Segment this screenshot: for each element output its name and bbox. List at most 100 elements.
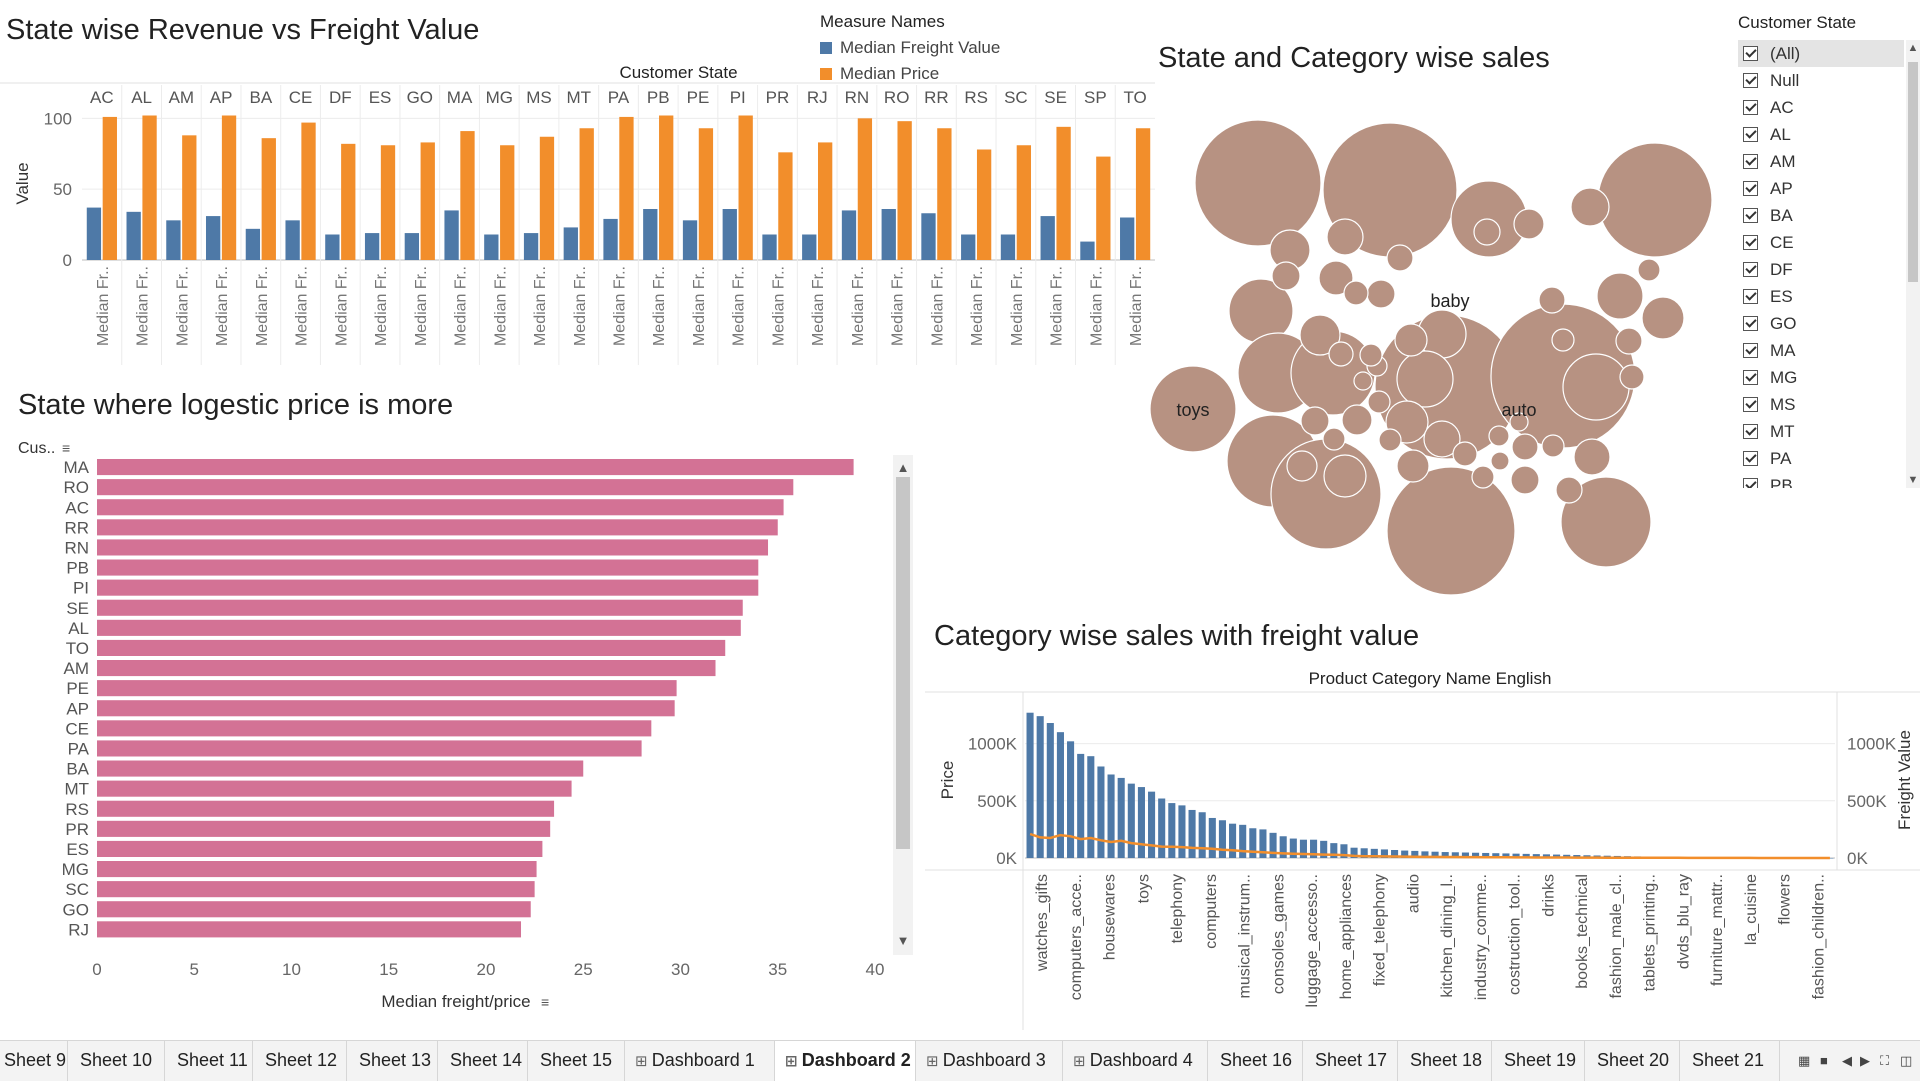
tab-sheet-17[interactable]: Sheet 17 bbox=[1303, 1041, 1398, 1081]
bar-RN-freight[interactable] bbox=[841, 210, 857, 260]
checkbox-checked-icon[interactable] bbox=[1743, 397, 1758, 412]
bar-AP-freight[interactable] bbox=[205, 216, 221, 260]
bar-RR-freight[interactable] bbox=[921, 213, 936, 260]
bar-SE[interactable] bbox=[97, 599, 743, 616]
freight-value-line[interactable] bbox=[1029, 832, 1830, 860]
bar-CE-price[interactable] bbox=[301, 122, 316, 260]
category-price-bar[interactable] bbox=[1350, 847, 1358, 858]
category-bubble[interactable] bbox=[1641, 296, 1685, 340]
category-bubble[interactable] bbox=[1359, 343, 1383, 367]
bar-MS-freight[interactable] bbox=[523, 233, 539, 260]
bar-PA-price[interactable] bbox=[619, 116, 634, 260]
filter-item-all[interactable]: (All) bbox=[1738, 40, 1904, 67]
tab-sheet-15[interactable]: Sheet 15 bbox=[528, 1041, 625, 1081]
bar-MT[interactable] bbox=[97, 780, 572, 797]
category-price-bar[interactable] bbox=[1421, 851, 1429, 858]
bar-PI[interactable] bbox=[97, 579, 759, 596]
scroll-left-icon[interactable]: ◀ bbox=[1842, 1053, 1852, 1068]
checkbox-checked-icon[interactable] bbox=[1743, 208, 1758, 223]
filter-item-al[interactable]: AL bbox=[1738, 121, 1904, 148]
tab-dashboard-1[interactable]: ⊞ Dashboard 1 bbox=[625, 1041, 775, 1081]
category-price-bar[interactable] bbox=[1178, 805, 1186, 858]
bar-MT-price[interactable] bbox=[579, 128, 594, 260]
grid-view-icon[interactable]: ▦ bbox=[1798, 1053, 1811, 1068]
category-price-bar[interactable] bbox=[1330, 843, 1338, 858]
category-price-bar[interactable] bbox=[1411, 850, 1419, 858]
category-price-bar[interactable] bbox=[1117, 777, 1125, 858]
category-price-bar[interactable] bbox=[1310, 839, 1318, 858]
tab-sheet-9[interactable]: Sheet 9 bbox=[0, 1041, 68, 1081]
logistic-scroll-up-icon[interactable]: ▲ bbox=[897, 460, 910, 475]
category-price-bar[interactable] bbox=[1127, 783, 1135, 858]
sort-x-icon[interactable]: ≡ bbox=[541, 994, 549, 1010]
checkbox-checked-icon[interactable] bbox=[1743, 343, 1758, 358]
category-price-bar[interactable] bbox=[1542, 854, 1550, 858]
category-price-bar[interactable] bbox=[1198, 812, 1206, 858]
bar-AP-price[interactable] bbox=[221, 115, 237, 261]
bar-PE[interactable] bbox=[97, 680, 677, 697]
bar-AM[interactable] bbox=[97, 660, 716, 677]
category-price-bar[interactable] bbox=[1492, 853, 1500, 858]
category-bubble[interactable] bbox=[1570, 187, 1610, 227]
category-price-bar[interactable] bbox=[1229, 823, 1237, 858]
category-bubble[interactable] bbox=[1386, 244, 1414, 272]
category-bubble[interactable] bbox=[1573, 438, 1611, 476]
bar-PA[interactable] bbox=[97, 740, 642, 757]
bar-PI-freight[interactable] bbox=[722, 209, 737, 260]
bar-AP[interactable] bbox=[97, 700, 675, 717]
bar-MS-price[interactable] bbox=[539, 136, 555, 260]
bar-AM-price[interactable] bbox=[182, 135, 197, 260]
filter-item-ap[interactable]: AP bbox=[1738, 175, 1904, 202]
category-price-bar[interactable] bbox=[1299, 839, 1307, 858]
category-price-bar[interactable] bbox=[1026, 712, 1034, 858]
category-price-bar[interactable] bbox=[1097, 766, 1105, 858]
logistic-scroll-down-icon[interactable]: ▼ bbox=[897, 933, 910, 948]
tab-sheet-21[interactable]: Sheet 21 bbox=[1680, 1041, 1780, 1081]
category-bubble[interactable] bbox=[1510, 465, 1540, 495]
filter-item-mt[interactable]: MT bbox=[1738, 418, 1904, 445]
checkbox-checked-icon[interactable] bbox=[1743, 451, 1758, 466]
category-price-bar[interactable] bbox=[1259, 829, 1267, 858]
checkbox-checked-icon[interactable] bbox=[1743, 46, 1758, 61]
bar-RO[interactable] bbox=[97, 479, 794, 496]
checkbox-checked-icon[interactable] bbox=[1743, 235, 1758, 250]
filter-item-pa[interactable]: PA bbox=[1738, 445, 1904, 472]
bar-AM-freight[interactable] bbox=[166, 220, 181, 260]
category-bubble[interactable] bbox=[1560, 476, 1652, 568]
filter-item-es[interactable]: ES bbox=[1738, 283, 1904, 310]
category-bubble[interactable] bbox=[1378, 428, 1402, 452]
category-price-bar[interactable] bbox=[1056, 732, 1064, 858]
filter-item-ma[interactable]: MA bbox=[1738, 337, 1904, 364]
bar-RN[interactable] bbox=[97, 539, 769, 556]
category-price-bar[interactable] bbox=[1502, 853, 1510, 858]
category-price-bar[interactable] bbox=[1067, 741, 1075, 858]
bar-PR[interactable] bbox=[97, 820, 551, 837]
category-bubble[interactable] bbox=[1322, 427, 1346, 451]
bar-SC-freight[interactable] bbox=[1000, 234, 1016, 261]
category-bubble[interactable] bbox=[1300, 406, 1330, 436]
checkbox-checked-icon[interactable] bbox=[1743, 262, 1758, 277]
category-bubble[interactable] bbox=[1488, 425, 1510, 447]
category-bubble[interactable] bbox=[1423, 420, 1461, 458]
category-bubble[interactable] bbox=[1366, 279, 1396, 309]
bar-ES-freight[interactable] bbox=[364, 233, 380, 260]
category-price-bar[interactable] bbox=[1461, 852, 1469, 858]
bar-BA-freight[interactable] bbox=[245, 228, 261, 260]
category-bubble[interactable] bbox=[1541, 434, 1565, 458]
category-bubble[interactable] bbox=[1194, 119, 1322, 247]
filter-item-ac[interactable]: AC bbox=[1738, 94, 1904, 121]
category-bubble[interactable] bbox=[1471, 465, 1495, 489]
logistic-scroll-thumb[interactable] bbox=[896, 477, 910, 849]
bar-MG-price[interactable] bbox=[500, 145, 515, 260]
checkbox-checked-icon[interactable] bbox=[1743, 424, 1758, 439]
bar-SP-freight[interactable] bbox=[1080, 241, 1095, 260]
legend-item-price[interactable]: Median Price bbox=[820, 64, 1040, 84]
category-price-bar[interactable] bbox=[1148, 791, 1156, 858]
category-price-bar[interactable] bbox=[1087, 756, 1095, 858]
bar-TO-freight[interactable] bbox=[1120, 217, 1135, 261]
category-price-bar[interactable] bbox=[1320, 840, 1328, 858]
bar-PR-price[interactable] bbox=[778, 152, 793, 260]
category-bubble[interactable] bbox=[1328, 341, 1354, 367]
bar-DF-freight[interactable] bbox=[325, 234, 340, 261]
tab-sheet-14[interactable]: Sheet 14 bbox=[438, 1041, 528, 1081]
